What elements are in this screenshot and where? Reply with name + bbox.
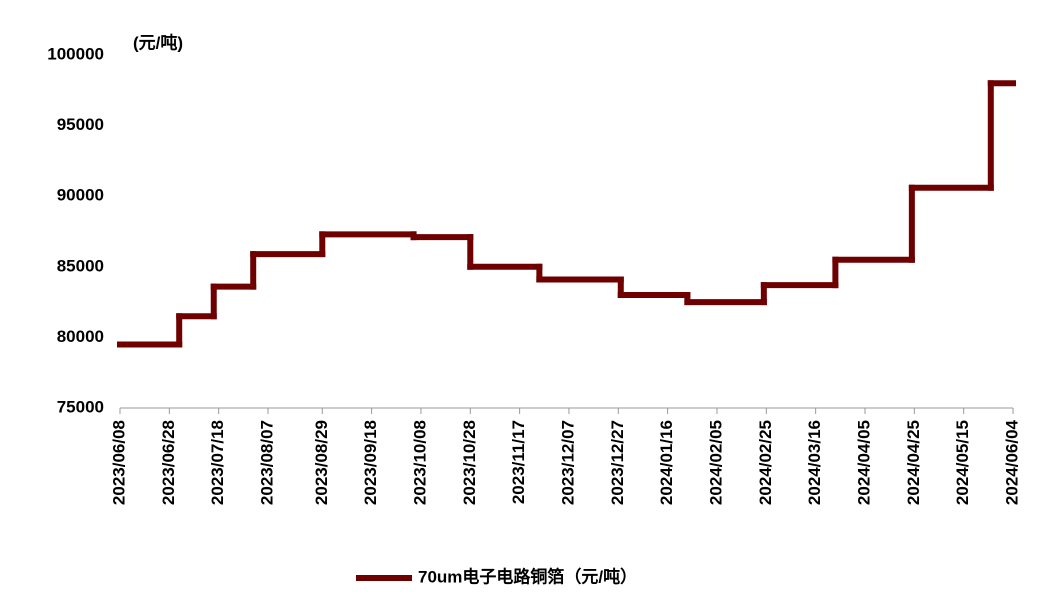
x-tick-label: 2024/02/25 <box>756 420 775 505</box>
x-tick-label: 2024/01/16 <box>657 420 676 505</box>
y-tick-label: 85000 <box>57 256 104 275</box>
x-tick-label: 2024/03/16 <box>805 420 824 505</box>
x-tick-label: 2023/11/17 <box>509 420 528 504</box>
y-tick-label: 95000 <box>57 115 104 134</box>
x-tick-label: 2024/04/25 <box>904 420 923 505</box>
x-tick-label: 2024/05/15 <box>953 420 972 505</box>
x-tick-label: 2023/09/18 <box>361 420 380 505</box>
x-tick-label: 2023/10/28 <box>460 420 479 505</box>
x-tick-label: 2023/12/07 <box>558 420 577 505</box>
x-tick-label: 2023/10/08 <box>410 420 429 505</box>
x-tick-label: 2023/08/07 <box>257 420 276 505</box>
y-tick-label: 90000 <box>57 186 104 205</box>
x-tick-label: 2024/02/05 <box>706 420 725 505</box>
y-tick-label: 80000 <box>57 327 104 346</box>
y-axis-unit: (元/吨) <box>133 32 183 52</box>
x-tick-label: 2023/06/08 <box>109 420 128 505</box>
x-tick-label: 2024/04/05 <box>854 420 873 505</box>
x-tick-label: 2023/12/27 <box>608 420 627 505</box>
x-tick-label: 2023/06/28 <box>159 420 178 505</box>
legend-label: 70um电子电路铜箔（元/吨） <box>418 566 637 586</box>
x-tick-label: 2023/08/29 <box>312 420 331 505</box>
x-tick-label: 2023/07/18 <box>208 420 227 505</box>
y-tick-label: 100000 <box>47 44 104 63</box>
y-tick-label: 75000 <box>57 397 104 416</box>
x-tick-label: 2024/06/04 <box>1002 419 1021 505</box>
